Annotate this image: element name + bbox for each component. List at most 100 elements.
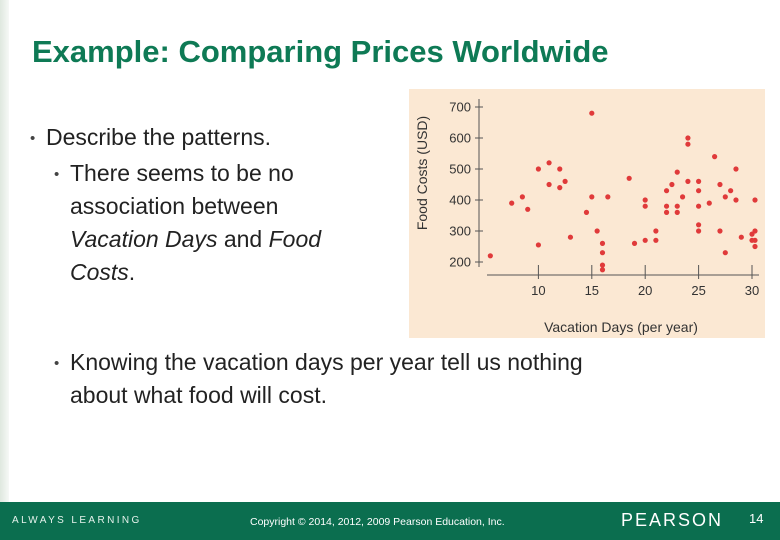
- data-point: [583, 209, 590, 215]
- data-point: [546, 160, 552, 166]
- term-costs: Costs: [70, 259, 129, 285]
- data-point: [519, 194, 525, 200]
- bullet-line: association between: [70, 193, 279, 219]
- y-tick-label: 200: [449, 255, 471, 270]
- data-point: [653, 228, 659, 234]
- data-point: [696, 228, 702, 234]
- term-vacation-days: Vacation Days: [70, 226, 218, 252]
- data-point: [557, 185, 563, 191]
- conjunction: and: [217, 226, 269, 252]
- data-point: [712, 154, 718, 160]
- data-point: [722, 250, 728, 256]
- data-point: [717, 181, 723, 188]
- data-point: [642, 197, 648, 203]
- data-point: [679, 194, 686, 200]
- bullet-line: There seems to be no: [70, 160, 294, 186]
- bullet-line: about what food will cost.: [70, 382, 327, 408]
- data-point: [706, 200, 712, 206]
- scatter-chart: 200 300 400 500 600 700 10 15 20 25 30 Vacation Da…: [414, 99, 759, 335]
- x-tick-label: 10: [531, 283, 545, 298]
- data-point: [728, 188, 734, 194]
- data-point: [674, 169, 680, 175]
- x-tick-label: 25: [691, 283, 705, 298]
- bullet-line: Costs.: [70, 256, 390, 289]
- bullet-knowing-vacation: • Knowing the vacation days per year tel…: [54, 346, 730, 412]
- data-point: [594, 228, 600, 234]
- bullet-dot: •: [54, 166, 60, 183]
- y-tick-label: 400: [449, 193, 471, 208]
- data-point: [487, 253, 493, 259]
- y-tick-label: 500: [449, 162, 471, 177]
- page-number: 14: [749, 511, 764, 526]
- data-point: [696, 222, 702, 228]
- data-point: [599, 250, 606, 256]
- y-tick-label: 300: [449, 224, 471, 239]
- footer-brand-logo: PEARSON: [621, 510, 724, 530]
- data-point: [525, 206, 531, 212]
- bullet-dot: •: [30, 130, 36, 147]
- slide-title: Example: Comparing Prices Worldwide: [32, 34, 609, 69]
- bullet-dot: •: [54, 355, 60, 372]
- chart-axes: [478, 99, 759, 276]
- y-tick-label: 600: [449, 131, 471, 146]
- data-point: [663, 209, 670, 215]
- data-point: [722, 194, 728, 200]
- y-tick-label: 700: [449, 100, 471, 115]
- data-point: [674, 203, 680, 209]
- data-point: [509, 200, 515, 206]
- chart-points: [487, 110, 758, 273]
- data-point: [685, 135, 691, 141]
- y-axis-label: Food Costs (USD): [414, 116, 430, 230]
- data-point: [535, 166, 541, 172]
- data-point: [653, 237, 659, 243]
- data-point: [752, 228, 758, 234]
- data-point: [599, 262, 606, 268]
- data-point: [546, 181, 552, 188]
- footer-copyright: Copyright © 2014, 2012, 2009 Pearson Edu…: [250, 516, 505, 528]
- data-point: [685, 141, 691, 147]
- data-point: [642, 203, 648, 209]
- x-tick-label: 30: [745, 283, 759, 298]
- data-point: [674, 209, 680, 215]
- data-point: [663, 188, 670, 194]
- data-point: [752, 243, 758, 250]
- bullet-line: Knowing the vacation days per year tell …: [70, 349, 583, 375]
- data-point: [557, 166, 563, 172]
- data-point: [605, 194, 611, 200]
- bullet-text: Describe the patterns.: [46, 124, 272, 150]
- data-point: [589, 194, 595, 200]
- data-point: [567, 234, 574, 240]
- data-point: [669, 181, 675, 188]
- x-tick-label: 20: [638, 283, 652, 298]
- data-point: [599, 240, 606, 246]
- data-point: [599, 267, 606, 273]
- period: .: [128, 259, 136, 285]
- data-point: [696, 188, 702, 194]
- data-point: [696, 203, 702, 209]
- data-point: [733, 166, 739, 172]
- data-point: [535, 242, 541, 248]
- bullet-no-association: • There seems to be no association betwe…: [54, 157, 390, 289]
- data-point: [752, 197, 758, 203]
- bullet-line: Vacation Days and Food: [70, 223, 390, 256]
- data-point: [717, 228, 723, 234]
- x-axis-label: Vacation Days (per year): [544, 319, 698, 335]
- data-point: [738, 234, 744, 240]
- chart-ticks: 200 300 400 500 600 700 10 15 20 25 30: [449, 100, 759, 299]
- data-point: [642, 237, 648, 243]
- bullet-describe-patterns: • Describe the patterns.: [30, 121, 376, 154]
- footer-tagline: ALWAYS LEARNING: [12, 515, 142, 526]
- left-accent-stripe: [0, 0, 9, 502]
- data-point: [696, 178, 702, 184]
- data-point: [562, 178, 568, 184]
- data-point: [663, 203, 670, 209]
- x-tick-label: 15: [585, 283, 599, 298]
- data-point: [752, 237, 758, 243]
- data-point: [733, 197, 739, 203]
- footer-bar: [0, 502, 780, 540]
- data-point: [589, 110, 595, 116]
- data-point: [631, 240, 638, 246]
- term-food: Food: [268, 226, 322, 252]
- data-point: [685, 178, 691, 184]
- data-point: [626, 175, 632, 181]
